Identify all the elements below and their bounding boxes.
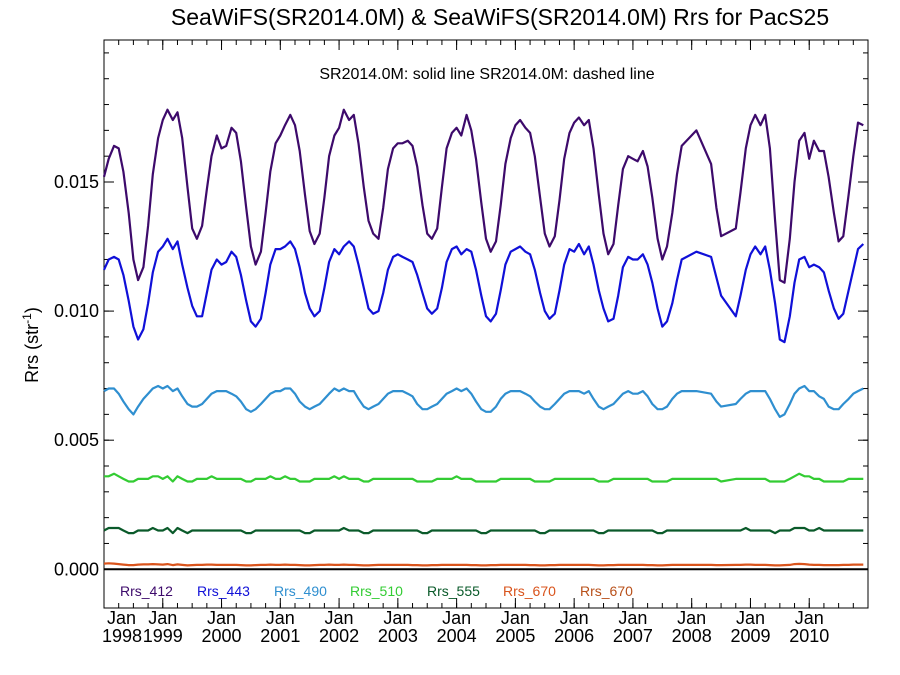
x-tick-year-label: 2002 [319, 626, 359, 646]
series-line-rrs-443 [102, 237, 865, 344]
y-axis-label: Rrs (str-1) [20, 307, 42, 383]
x-tick-year-label: 2006 [554, 626, 594, 646]
chart-subtitle: SR2014.0M: solid line SR2014.0M: dashed … [319, 66, 654, 83]
x-tick-year-label: 2003 [378, 626, 418, 646]
y-tick-label: 0.000 [54, 559, 99, 579]
x-tick-year-label: 1998 [102, 626, 142, 646]
x-tick-month-label: Jan [501, 608, 530, 628]
x-tick-month-label: Jan [618, 608, 647, 628]
x-tick-year-label: 2005 [495, 626, 535, 646]
x-tick-month-label: Jan [560, 608, 589, 628]
x-tick-month-label: Jan [148, 608, 177, 628]
y-tick-label: 0.005 [54, 430, 99, 450]
plot-frame [103, 39, 869, 609]
x-tick-month-label: Jan [736, 608, 765, 628]
x-tick-month-label: Jan [383, 608, 412, 628]
legend-item: Rrs_490 [274, 583, 327, 599]
x-tick-month-label: Jan [795, 608, 824, 628]
legend-item: Rrs_510 [350, 583, 403, 599]
x-tick-month-label: Jan [677, 608, 706, 628]
series-line-rrs-490 [103, 384, 864, 418]
series-line-rrs-510 [104, 472, 864, 483]
x-tick-month-label: Jan [325, 608, 354, 628]
x-tick-year-label: 2010 [789, 626, 829, 646]
chart-title: SeaWiFS(SR2014.0M) & SeaWiFS(SR2014.0M) … [171, 4, 829, 30]
series-line-rrs-670 [103, 562, 864, 567]
legend-item: Rrs_443 [197, 583, 250, 599]
y-tick-label: 0.015 [54, 172, 99, 192]
legend-item: Rrs_670 [580, 583, 633, 599]
x-tick-year-label: 2009 [730, 626, 770, 646]
x-tick-month-label: Jan [207, 608, 236, 628]
x-tick-year-label: 2008 [672, 626, 712, 646]
x-tick-month-label: Jan [266, 608, 295, 628]
x-tick-year-label: 2001 [260, 626, 300, 646]
legend-item: Rrs_555 [427, 583, 480, 599]
x-tick-year-label: 1999 [143, 626, 183, 646]
x-tick-month-label: Jan [442, 608, 471, 628]
x-tick-month-label: Jan [107, 608, 136, 628]
series-line-rrs-412 [102, 108, 864, 284]
legend-item: Rrs_670 [503, 583, 556, 599]
y-tick-label: 0.010 [54, 301, 99, 321]
x-tick-year-label: 2007 [613, 626, 653, 646]
x-tick-year-label: 2004 [437, 626, 477, 646]
series-line-rrs-555 [103, 526, 864, 535]
legend-item: Rrs_412 [120, 583, 173, 599]
x-tick-year-label: 2000 [202, 626, 242, 646]
plot-area: 0.0000.0050.0100.015Jan1998Jan1999Jan200… [54, 39, 869, 646]
